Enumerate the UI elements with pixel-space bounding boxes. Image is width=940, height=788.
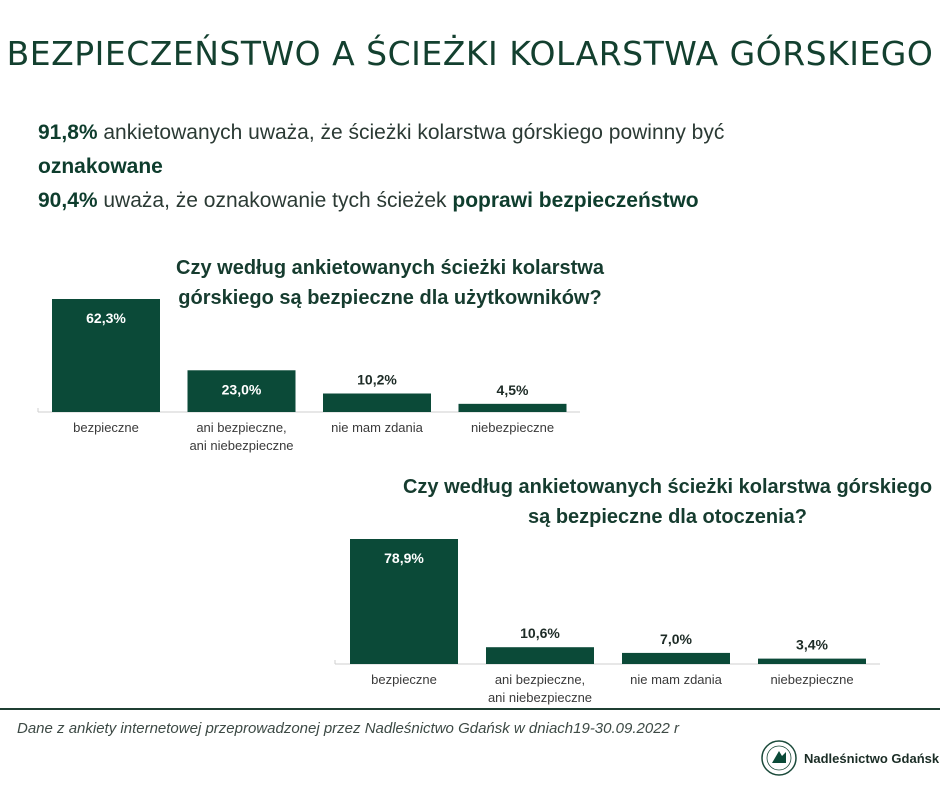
bar <box>458 403 567 412</box>
bar-value-label: 62,3% <box>86 310 126 326</box>
category-label: niebezpieczne <box>770 672 853 687</box>
bar-value-label: 4,5% <box>497 382 529 398</box>
forest-district-emblem-icon <box>761 740 797 776</box>
bar <box>52 299 160 412</box>
stat-labeling: 91,8% ankietowanych uważa, że ścieżki ko… <box>38 116 898 184</box>
footer-source: Dane z ankiety internetowej przeprowadzo… <box>17 720 680 737</box>
chart-surroundings-title: Czy według ankietowanych ścieżki kolarst… <box>402 476 933 528</box>
category-label: bezpieczne <box>371 672 437 687</box>
category-label: bezpieczne <box>73 420 139 435</box>
bar-value-label: 78,9% <box>384 550 424 566</box>
chart-users-title: Czy według ankietowanych ścieżki kolarst… <box>176 257 604 309</box>
category-label: niebezpieczne <box>471 420 554 435</box>
bar <box>622 652 730 664</box>
category-label: nie mam zdania <box>630 672 723 687</box>
category-label: ani niebezpieczne <box>189 438 293 453</box>
bar-value-label: 7,0% <box>660 631 692 647</box>
bar <box>350 539 458 664</box>
stat-labeling-value: 91,8% <box>38 121 98 144</box>
stat-labeling-emphasis: oznakowane <box>38 155 163 178</box>
stat-safety-value: 90,4% <box>38 189 98 212</box>
stat-safety-text: uważa, że oznakowanie tych ścieżek <box>97 189 453 212</box>
footer-divider <box>0 708 940 710</box>
bar-value-label: 10,6% <box>520 625 560 641</box>
bar-value-label: 23,0% <box>222 381 262 397</box>
stat-safety: 90,4% uważa, że oznakowanie tych ścieżek… <box>38 184 898 218</box>
category-label: nie mam zdania <box>331 420 424 435</box>
category-label: ani bezpieczne, <box>495 672 585 687</box>
stat-safety-emphasis: poprawi bezpieczeństwo <box>452 189 699 212</box>
bar <box>187 370 296 412</box>
category-label: ani niebezpieczne <box>488 690 592 705</box>
bar <box>486 647 594 664</box>
category-label: ani bezpieczne, <box>196 420 286 435</box>
bar <box>323 393 431 412</box>
bar-value-label: 3,4% <box>796 637 828 653</box>
bar <box>758 658 866 664</box>
bar-value-label: 10,2% <box>357 371 397 387</box>
brand: Nadleśnictwo Gdańsk <box>760 738 940 778</box>
stat-labeling-text: ankietowanych uważa, że ścieżki kolarstw… <box>97 121 725 144</box>
page-title: BEZPIECZEŃSTWO A ŚCIEŻKI KOLARSTWA GÓRSK… <box>6 34 934 73</box>
brand-name: Nadleśnictwo Gdańsk <box>804 750 940 766</box>
